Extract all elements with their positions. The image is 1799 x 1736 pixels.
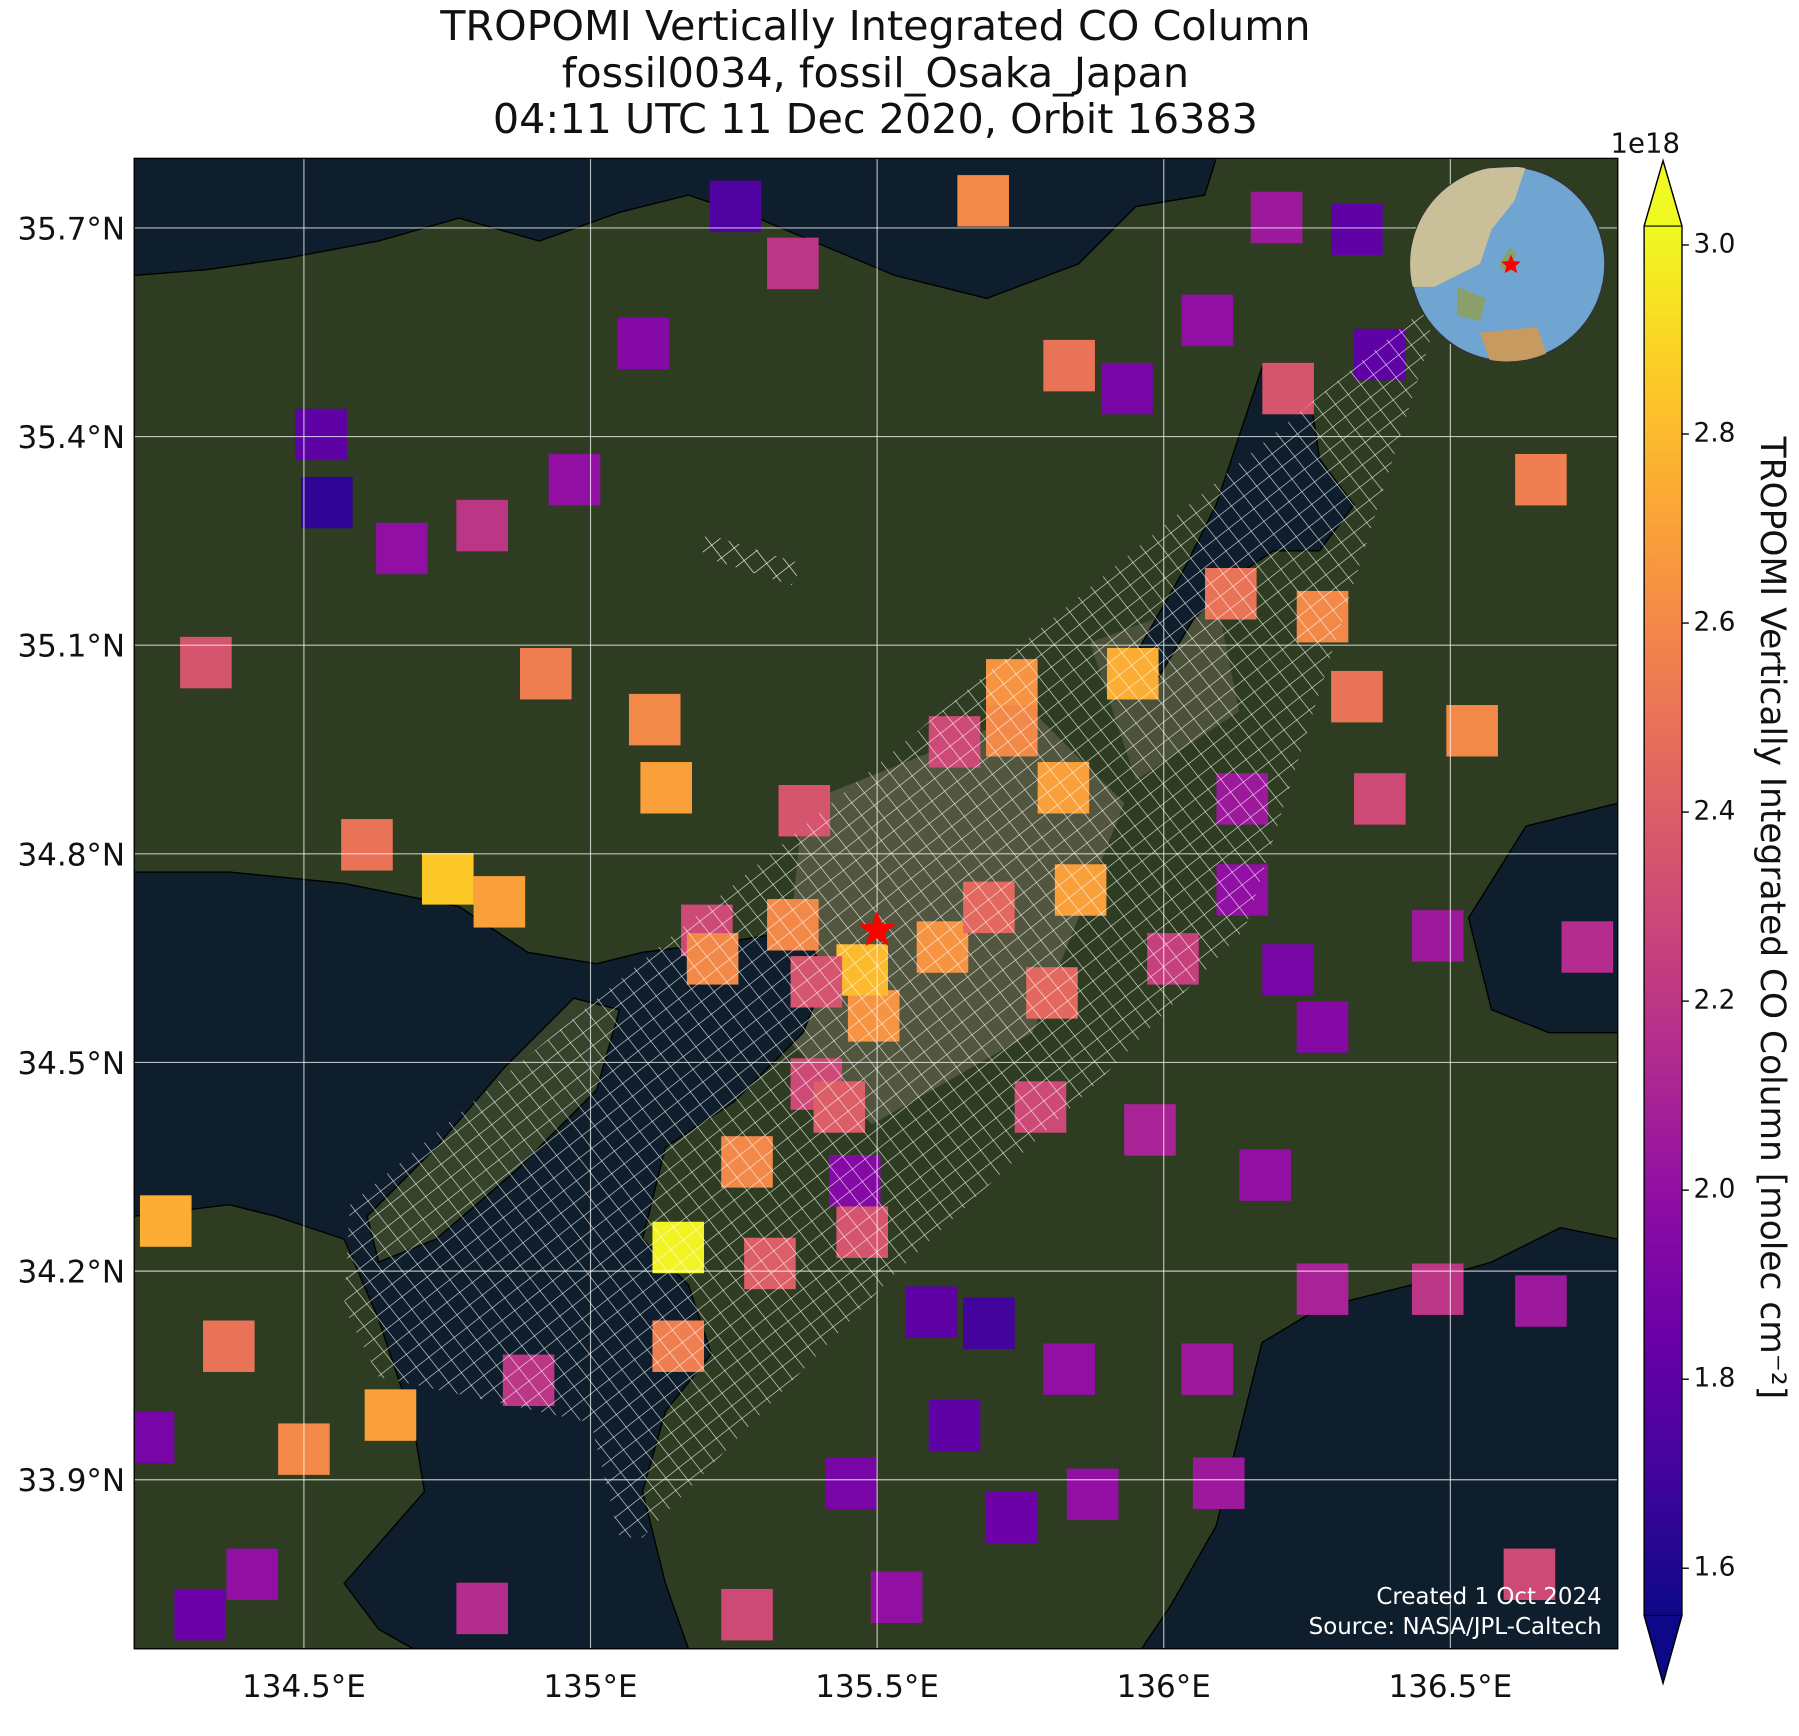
co-pixel (986, 1491, 1038, 1544)
globe-land (1410, 166, 1526, 287)
locator-globe (1409, 165, 1606, 363)
grid-layer (134, 158, 1618, 1649)
co-pixel (824, 1457, 877, 1509)
co-pixel (226, 1548, 279, 1601)
co-pixel (628, 693, 681, 746)
colorbar-gradient (1644, 226, 1682, 1616)
y-tick-label: 33.9°N (17, 1463, 125, 1499)
co-pixel (203, 1320, 255, 1372)
colorbar-tick-label: 2.6 (1693, 608, 1735, 638)
co-pixel (617, 317, 670, 370)
title-line: fossil0034, fossil_Osaka_Japan (562, 49, 1189, 97)
swath-footprints (344, 309, 1432, 1538)
co-pixel (134, 1411, 175, 1464)
y-tick-label: 34.2°N (17, 1255, 125, 1291)
co-pixel (174, 1588, 226, 1641)
colorbar: 1.6 1.8 2.0 2.2 2.4 2.6 2.8 3.0 1e18 TROPOMI Vert… (1611, 128, 1792, 1686)
co-pixel (473, 876, 526, 928)
co-pixel (957, 175, 1009, 227)
co-pixel (1331, 203, 1383, 256)
co-pixel (767, 237, 819, 290)
co-pixel (1515, 1275, 1567, 1327)
co-pixel (1239, 1149, 1291, 1201)
x-tick-label: 136°E (1117, 1669, 1211, 1705)
co-pixel (1043, 1343, 1095, 1395)
axes-frame (133, 157, 1619, 1650)
co-pixel (180, 636, 232, 689)
co-pixel (1331, 670, 1383, 723)
co-pixel (1515, 453, 1567, 506)
footer-text: Created 1 Oct 2024 (1376, 1584, 1601, 1610)
site-marker (858, 910, 896, 947)
co-pixel (1411, 1263, 1464, 1315)
swath-footprints (702, 533, 804, 586)
co-pixel (1262, 944, 1314, 996)
y-tick-label: 35.4°N (17, 420, 125, 456)
co-pixel (1411, 910, 1464, 962)
co-pixel (456, 1582, 508, 1635)
co-pixel (640, 762, 692, 814)
co-pixel (548, 453, 601, 506)
colorbar-tick-label: 1.6 (1693, 1553, 1735, 1583)
title-line: 04:11 UTC 11 Dec 2020, Orbit 16383 (493, 95, 1258, 143)
co-pixel (1066, 1468, 1119, 1521)
colorbar-tick-label: 2.4 (1693, 797, 1735, 827)
co-pixel (1296, 1263, 1349, 1315)
co-pixel (1296, 1001, 1349, 1053)
co-pixel (1043, 339, 1095, 392)
co-pixel (709, 180, 762, 233)
footer-text: Source: NASA/JPL-Caltech (1309, 1614, 1602, 1640)
co-pixel (1503, 1548, 1556, 1601)
co-pixel (1262, 362, 1314, 415)
colorbar-tick-label: 1.8 (1693, 1364, 1735, 1394)
globe-land (1498, 246, 1517, 271)
co-pixel (963, 1297, 1015, 1350)
colorbar-tick-label: 2.2 (1693, 986, 1735, 1016)
co-pixel (870, 1571, 923, 1624)
co-pixel (421, 853, 474, 905)
y-tick-label: 35.7°N (17, 211, 125, 247)
y-tick-label: 34.5°N (17, 1046, 125, 1082)
colorbar-extend-max (1643, 158, 1683, 227)
colorbar-tick-label: 2.0 (1693, 1175, 1735, 1205)
y-tick-label: 35.1°N (17, 629, 125, 665)
globe-land (1480, 327, 1549, 362)
co-pixel (905, 1286, 957, 1338)
co-pixel (341, 819, 393, 871)
y-tick-label: 34.8°N (17, 837, 125, 873)
x-tick-label: 136.5°E (1388, 1669, 1512, 1705)
co-pixel (1181, 294, 1234, 347)
co-pixel (376, 522, 428, 575)
globe-land (1457, 286, 1486, 322)
x-tick-label: 135.5°E (815, 1669, 939, 1705)
co-pixel (1354, 773, 1406, 825)
co-pixel (520, 647, 572, 700)
co-pixel (1124, 1104, 1176, 1156)
co-pixel (1446, 705, 1498, 757)
co-pixel (928, 1399, 981, 1452)
colorbar-frame (1643, 158, 1683, 1686)
co-pixel (721, 1588, 773, 1641)
co-pixel (1192, 1457, 1245, 1509)
co-pixel (1101, 362, 1153, 415)
co-pixel (139, 1195, 192, 1247)
title-line: TROPOMI Vertically Integrated CO Column (439, 2, 1310, 50)
co-pixel (1561, 921, 1614, 973)
co-pixel (295, 408, 347, 461)
colorbar-label: TROPOMI Vertically Integrated CO Column … (1752, 436, 1792, 1399)
co-pixel (301, 476, 353, 529)
colorbar-tick-label: 3.0 (1693, 229, 1735, 259)
colorbar-offset: 1e18 (1611, 128, 1680, 160)
basemap: Created 1 Oct 2024 Source: NASA/JPL-Calt… (134, 158, 1618, 1649)
x-tick-label: 134.5°E (242, 1669, 366, 1705)
x-tick-label: 135°E (543, 1669, 637, 1705)
colorbar-extend-min (1643, 1614, 1683, 1686)
colorbar-tick-label: 2.8 (1693, 419, 1735, 449)
co-pixel (1181, 1343, 1234, 1395)
globe-site-marker (1501, 254, 1521, 274)
co-pixel (456, 499, 508, 552)
co-pixel (1250, 191, 1303, 244)
co-pixel (364, 1389, 417, 1441)
